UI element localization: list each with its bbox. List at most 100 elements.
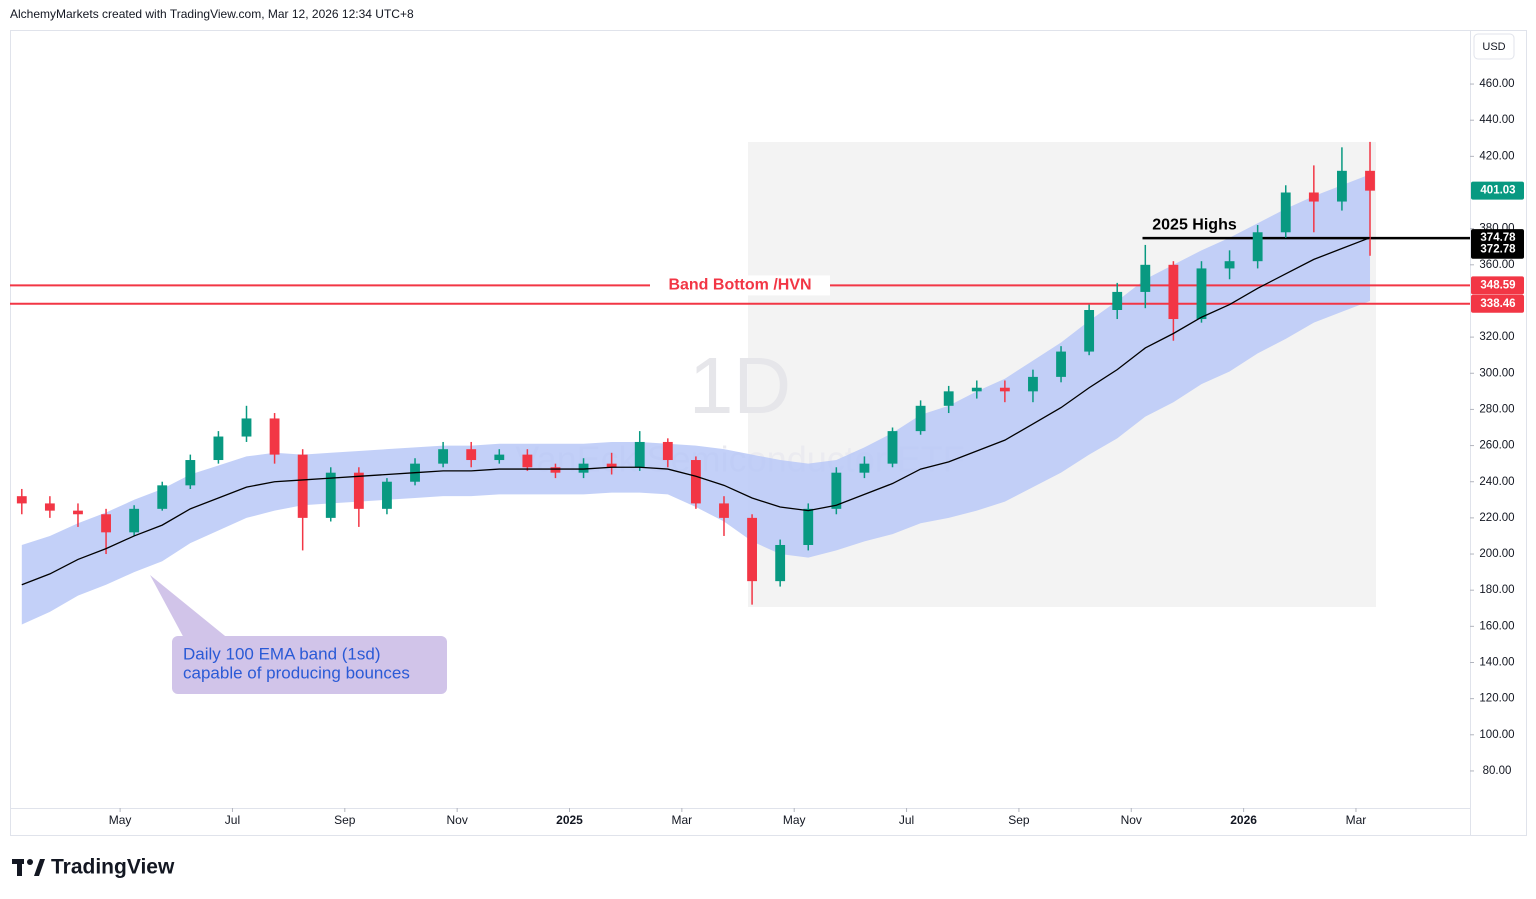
y-tick-label: 220.00 xyxy=(1479,512,1514,524)
watermark: 1D xyxy=(689,341,791,430)
price-label: 401.03 xyxy=(1480,185,1515,197)
candle-body xyxy=(578,463,589,473)
candle-body xyxy=(662,441,673,461)
ema-line xyxy=(21,237,1371,586)
ema-band xyxy=(21,174,1371,625)
y-tick-label: 160.00 xyxy=(1479,620,1514,632)
candle-body xyxy=(803,508,814,545)
y-tick-label: 200.00 xyxy=(1479,548,1514,560)
candle-body xyxy=(915,405,926,432)
candle-body xyxy=(550,467,561,473)
candle-body xyxy=(1112,291,1123,311)
candle-body xyxy=(269,418,280,455)
price-label-box xyxy=(1471,276,1524,295)
y-tick-label: 280.00 xyxy=(1479,403,1514,415)
currency: USD xyxy=(1482,41,1505,53)
axes: 80.00 100.00 120.00 140.00 160.00 180.00 200.0… xyxy=(109,78,1524,827)
x-tick-label: Nov xyxy=(446,813,467,827)
x-tick-label: May xyxy=(109,813,132,827)
candle-body xyxy=(185,460,196,486)
candle-body xyxy=(1224,261,1235,269)
level-text: Band Bottom /HVN xyxy=(668,277,811,294)
logo-mark xyxy=(17,859,22,876)
y-tick-label: 140.00 xyxy=(1479,657,1514,669)
candle-body xyxy=(775,544,786,582)
currency-box[interactable] xyxy=(1473,33,1515,60)
candle-body xyxy=(634,441,645,468)
price-label: 372.78 xyxy=(1480,244,1516,256)
x-tick-label: May xyxy=(783,813,806,827)
candle-body xyxy=(1168,264,1179,320)
level-text: 2025 Highs xyxy=(1152,216,1237,233)
candle-body xyxy=(943,391,954,406)
candle-body xyxy=(382,481,392,509)
candle-body xyxy=(353,472,364,509)
candle-body xyxy=(1252,232,1263,262)
level-text-bg xyxy=(650,275,830,296)
candle-body xyxy=(494,454,505,461)
candle-body xyxy=(719,503,729,518)
price-label: 348.59 xyxy=(1480,279,1515,291)
y-tick-label: 100.00 xyxy=(1479,729,1514,741)
y-tick-label: 300.00 xyxy=(1479,367,1514,379)
candle-body xyxy=(606,463,617,468)
y-tick-label: 260.00 xyxy=(1479,440,1514,452)
candle-body xyxy=(241,418,252,437)
candle-body xyxy=(971,387,982,392)
logo-mark xyxy=(34,859,45,876)
logo-mark xyxy=(27,859,33,865)
candle-body xyxy=(438,449,449,464)
candle-body xyxy=(831,472,842,509)
y-tick-label: 80.00 xyxy=(1483,765,1512,777)
x-tick-label: Nov xyxy=(1121,813,1142,827)
candle-body xyxy=(522,454,533,468)
candle-body xyxy=(1140,264,1151,292)
candle-body xyxy=(157,485,168,509)
callout-pointer xyxy=(150,575,230,640)
footer-brand: TradingView xyxy=(51,856,175,879)
x-tick-label: Mar xyxy=(672,813,693,827)
header: AlchemyMarkets created with TradingView.… xyxy=(10,7,414,21)
callout-text: capable of producing bounces xyxy=(183,663,410,682)
candle-body xyxy=(747,517,757,582)
x-tick-label: Mar xyxy=(1346,813,1367,827)
x-tick-label: 2026 xyxy=(1230,813,1257,827)
y-tick-label: 320.00 xyxy=(1479,331,1514,343)
candle-body xyxy=(690,460,701,504)
candle-body xyxy=(129,508,140,533)
candle-body xyxy=(1196,268,1207,320)
x-tick-label: Sep xyxy=(334,813,356,827)
price-label: 338.46 xyxy=(1480,298,1515,310)
candle-body xyxy=(44,503,55,511)
logo: TradingView xyxy=(12,856,175,879)
candle-body xyxy=(1280,192,1291,233)
x-tick-label: 2025 xyxy=(556,813,583,827)
plot: Band Bottom /HVN 2025 Highs xyxy=(10,141,1470,625)
y-tick-label: 120.00 xyxy=(1479,693,1514,705)
candle-body xyxy=(999,387,1010,392)
candle-body xyxy=(101,514,111,533)
candle-body xyxy=(1365,170,1375,191)
y-tick-label: 440.00 xyxy=(1479,114,1514,126)
y-tick-label: 360.00 xyxy=(1479,259,1514,271)
candle-body xyxy=(1084,310,1095,352)
candle-body xyxy=(297,454,308,518)
candle-body xyxy=(1308,192,1319,202)
callout-box xyxy=(172,636,447,694)
price-label-box xyxy=(1471,240,1524,259)
y-tick-label: 460.00 xyxy=(1479,78,1514,90)
candle-body xyxy=(73,510,83,515)
candle-body xyxy=(466,449,477,461)
candle-body xyxy=(1337,170,1347,202)
callout-text: Daily 100 EMA band (1sd) xyxy=(183,644,381,663)
x-tick-label: Jul xyxy=(899,813,914,827)
candle-body xyxy=(16,496,27,504)
x-tick-label: Jul xyxy=(225,813,240,827)
candle-body xyxy=(1056,351,1066,377)
candle-body xyxy=(325,472,336,518)
candle-body xyxy=(859,463,870,473)
y-tick-label: 180.00 xyxy=(1479,584,1514,596)
y-tick-label: 420.00 xyxy=(1479,150,1514,162)
